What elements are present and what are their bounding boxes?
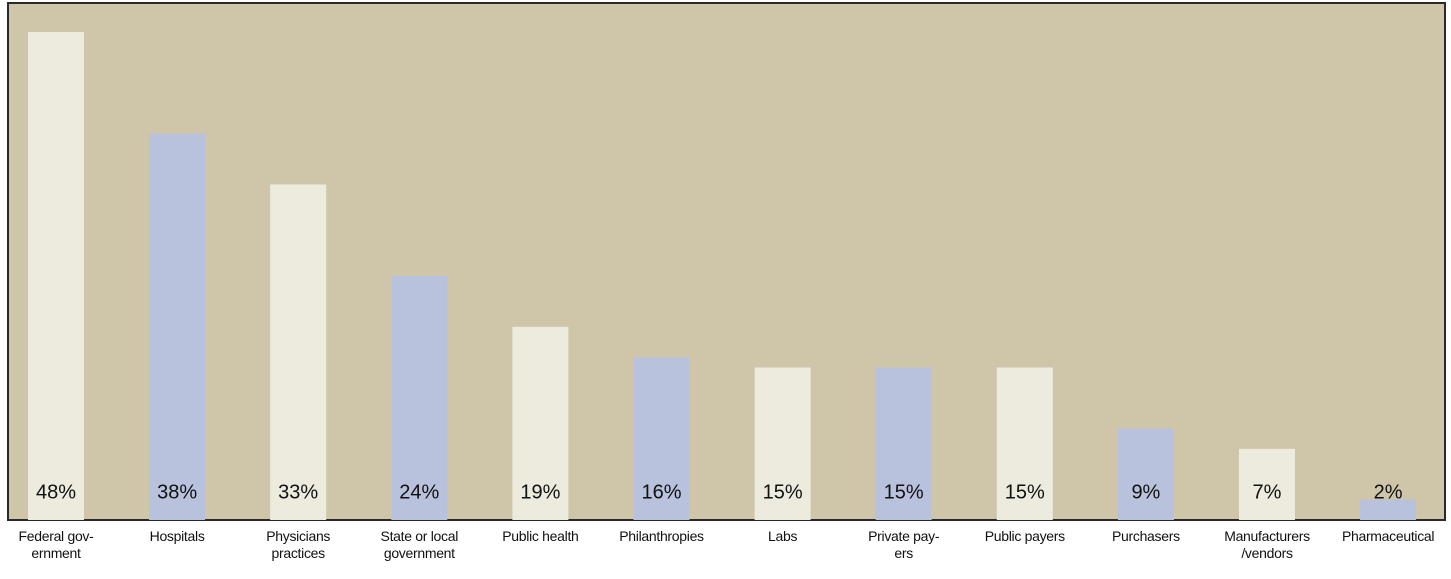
value-label: 33% [278,481,318,503]
x-tick-label: Physicians practices [266,528,331,561]
x-tick-label: Pharmaceutical [1341,528,1435,544]
x-tick-label: Philanthropies [619,528,704,544]
x-tick-label: Federal gov- ernment [18,528,94,561]
value-label: 15% [763,481,803,503]
x-tick-label: Hospitals [149,528,205,544]
value-label: 19% [520,481,560,503]
bar [512,326,569,520]
value-label: 9% [1131,481,1160,503]
value-label: 2% [1374,481,1403,503]
x-tick-label: Public health [502,528,579,544]
bar [754,367,811,520]
x-tick-label: Purchasers [1111,528,1180,544]
bar [391,276,448,520]
x-tick-label: Public payers [984,528,1065,544]
bar [149,133,206,520]
value-label: 15% [1005,481,1045,503]
value-label: 15% [884,481,924,503]
bar [270,184,327,520]
plot-background [7,2,1446,521]
x-tick-label: Private pay- ers [868,528,940,561]
value-label: 16% [641,481,681,503]
value-label: 48% [36,481,76,503]
x-tick-label: State or local government [380,528,459,561]
bar [633,357,690,520]
bar [1117,428,1174,520]
bar [1239,448,1295,520]
value-label: 24% [399,481,439,503]
bar [875,367,932,520]
bar [28,32,84,520]
bar [1360,499,1417,520]
x-tick-label: Manufacturers /vendors [1224,528,1310,561]
value-label: 38% [157,481,197,503]
value-label: 7% [1253,481,1282,503]
x-tick-label: Labs [768,528,798,544]
bar [996,367,1053,520]
